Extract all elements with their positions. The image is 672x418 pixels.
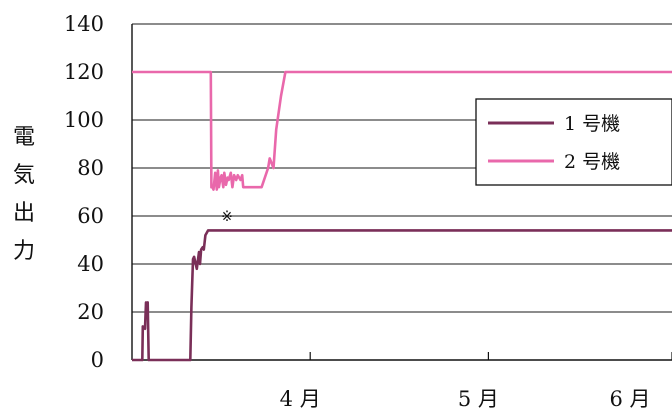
y-tick-label-120: 120 — [64, 60, 104, 84]
legend-box — [475, 98, 672, 186]
y-axis-title-char-0: 電 — [13, 125, 35, 150]
y-axis-title-char-2: 出 — [13, 201, 35, 226]
y-tick-label-100: 100 — [64, 108, 104, 132]
y-tick-label-80: 80 — [77, 156, 104, 180]
x-tick-label-2: 6 月 — [609, 387, 650, 411]
legend: 1 号機 2 号機 — [475, 98, 672, 186]
annotations: ※ — [221, 209, 233, 225]
tick-labels: 0 20 40 60 80 100 120 140 4 月 5 月 6 月 — [64, 12, 651, 411]
x-tick-label-1: 5 月 — [458, 387, 499, 411]
y-tick-label-20: 20 — [77, 300, 104, 324]
axes — [131, 24, 672, 361]
x-tick-label-0: 4 月 — [280, 387, 321, 411]
y-tick-label-0: 0 — [91, 348, 104, 372]
y-tick-label-60: 60 — [77, 204, 104, 228]
series-line-1 — [132, 229, 672, 362]
y-tick-label-40: 40 — [77, 252, 104, 276]
series-line-2 — [132, 70, 672, 191]
legend-label-1: 1 号機 — [564, 113, 620, 135]
series-lines — [132, 70, 672, 362]
annotation-mark: ※ — [221, 209, 233, 225]
y-tick-label-140: 140 — [64, 12, 104, 36]
y-axis-title-char-1: 気 — [13, 163, 35, 188]
y-axis-title-char-3: 力 — [13, 239, 35, 264]
legend-label-2: 2 号機 — [564, 151, 620, 173]
